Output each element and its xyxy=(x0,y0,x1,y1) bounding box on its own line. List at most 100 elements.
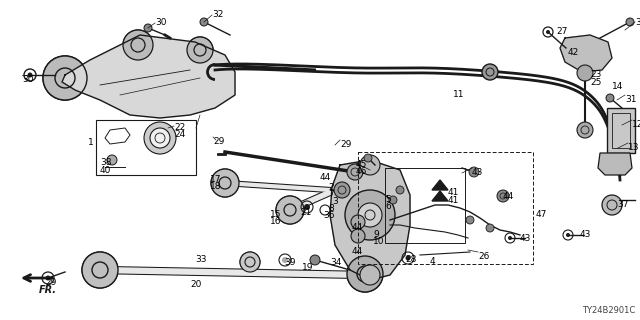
Circle shape xyxy=(200,18,208,26)
Circle shape xyxy=(406,255,410,260)
Text: 17: 17 xyxy=(210,175,221,184)
Text: 22: 22 xyxy=(174,123,185,132)
Polygon shape xyxy=(560,35,612,72)
Text: 16: 16 xyxy=(270,217,282,226)
Text: 13: 13 xyxy=(628,143,639,152)
Circle shape xyxy=(577,122,593,138)
Text: 7: 7 xyxy=(328,190,333,199)
Text: 37: 37 xyxy=(617,200,628,209)
Text: 4: 4 xyxy=(430,257,436,266)
Circle shape xyxy=(358,203,382,227)
Text: 33: 33 xyxy=(195,255,207,264)
Circle shape xyxy=(43,56,87,100)
Circle shape xyxy=(347,256,383,292)
Text: 31: 31 xyxy=(625,95,637,104)
Text: 41: 41 xyxy=(448,196,460,205)
Circle shape xyxy=(466,216,474,224)
Circle shape xyxy=(28,73,33,77)
Text: 35: 35 xyxy=(635,18,640,27)
Circle shape xyxy=(123,30,153,60)
Text: 25: 25 xyxy=(590,78,602,87)
Circle shape xyxy=(334,182,350,198)
Circle shape xyxy=(304,204,310,210)
Circle shape xyxy=(150,128,170,148)
Text: 41: 41 xyxy=(448,188,460,197)
Text: 42: 42 xyxy=(568,48,579,57)
Text: 8: 8 xyxy=(328,204,333,213)
Text: 23: 23 xyxy=(590,70,602,79)
Polygon shape xyxy=(432,191,448,201)
Circle shape xyxy=(107,155,117,165)
Text: 44: 44 xyxy=(352,223,364,232)
Text: 21: 21 xyxy=(300,208,312,217)
Circle shape xyxy=(310,255,320,265)
Text: 3: 3 xyxy=(332,197,338,206)
Circle shape xyxy=(276,196,304,224)
Text: 28: 28 xyxy=(405,255,417,264)
Circle shape xyxy=(577,65,593,81)
Text: 12: 12 xyxy=(632,120,640,129)
Text: 43: 43 xyxy=(520,234,531,243)
Polygon shape xyxy=(432,180,448,190)
Bar xyxy=(358,152,533,264)
Text: 2: 2 xyxy=(328,183,333,192)
Text: 18: 18 xyxy=(210,182,221,191)
Text: TY24B2901C: TY24B2901C xyxy=(582,306,635,315)
Circle shape xyxy=(482,64,498,80)
Circle shape xyxy=(360,265,380,285)
Text: 29: 29 xyxy=(213,137,225,146)
Text: 34: 34 xyxy=(330,258,341,267)
Text: 38: 38 xyxy=(100,158,111,167)
Circle shape xyxy=(389,196,397,204)
Text: 1: 1 xyxy=(88,138,93,147)
Circle shape xyxy=(497,190,509,202)
Circle shape xyxy=(82,252,118,288)
Circle shape xyxy=(351,215,365,229)
Polygon shape xyxy=(598,153,632,175)
Text: 43: 43 xyxy=(580,230,591,239)
Text: 29: 29 xyxy=(340,140,351,149)
Bar xyxy=(607,108,635,153)
Circle shape xyxy=(546,30,550,34)
Text: 10: 10 xyxy=(373,237,385,246)
Circle shape xyxy=(606,94,614,102)
Text: FR.: FR. xyxy=(39,285,57,295)
Text: 27: 27 xyxy=(556,27,568,36)
Text: 45: 45 xyxy=(356,160,367,169)
Circle shape xyxy=(211,169,239,197)
Text: 26: 26 xyxy=(478,252,490,261)
Circle shape xyxy=(602,195,622,215)
Circle shape xyxy=(45,276,51,281)
Text: 5: 5 xyxy=(385,195,391,204)
Circle shape xyxy=(486,224,494,232)
Text: 44: 44 xyxy=(320,173,332,182)
Circle shape xyxy=(566,233,570,237)
Circle shape xyxy=(347,164,363,180)
Text: 19: 19 xyxy=(302,263,314,272)
Text: 11: 11 xyxy=(453,90,465,99)
Text: 44: 44 xyxy=(503,192,515,201)
Circle shape xyxy=(345,190,395,240)
Polygon shape xyxy=(62,35,235,118)
Bar xyxy=(612,113,630,148)
Text: 29: 29 xyxy=(45,278,56,287)
Text: 47: 47 xyxy=(536,210,547,219)
Text: 6: 6 xyxy=(385,202,391,211)
Text: 36: 36 xyxy=(323,211,335,220)
Text: 39: 39 xyxy=(284,258,296,267)
Text: 9: 9 xyxy=(373,230,379,239)
Text: 44: 44 xyxy=(352,247,364,256)
Circle shape xyxy=(626,18,634,26)
Text: 32: 32 xyxy=(212,10,223,19)
Circle shape xyxy=(351,229,365,243)
Text: 46: 46 xyxy=(356,167,367,176)
Text: 40: 40 xyxy=(100,166,111,175)
Text: 20: 20 xyxy=(190,280,202,289)
Text: 15: 15 xyxy=(270,210,282,219)
Bar xyxy=(385,168,465,243)
Circle shape xyxy=(144,24,152,32)
Circle shape xyxy=(508,236,512,240)
Text: 43: 43 xyxy=(472,168,483,177)
Bar xyxy=(96,120,196,175)
Circle shape xyxy=(469,167,479,177)
